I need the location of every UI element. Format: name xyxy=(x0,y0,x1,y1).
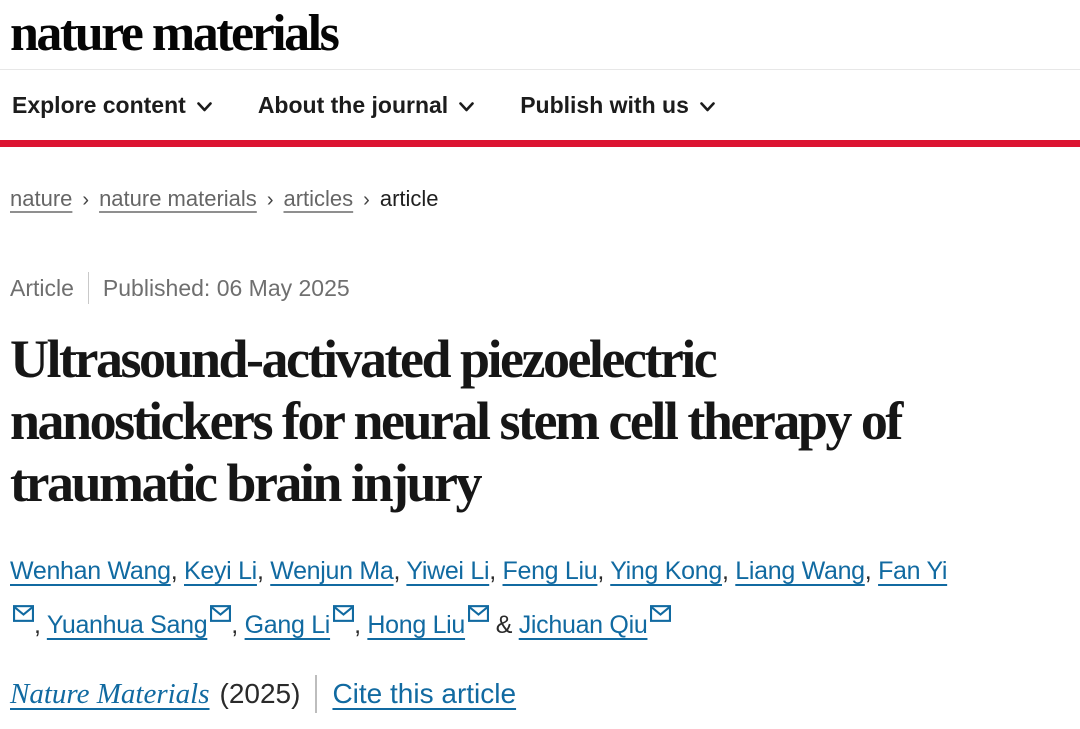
author-link[interactable]: Fan Yi xyxy=(878,557,948,585)
author-separator: , xyxy=(864,557,879,585)
meta-divider xyxy=(87,272,89,304)
author-link[interactable]: Liang Wang xyxy=(735,557,865,585)
author-separator: & xyxy=(489,611,519,639)
article-header-section: nature › nature materials › articles › article… xyxy=(0,185,1080,714)
article-title: Ultrasound-activated piezoelectric nanos… xyxy=(10,328,1070,514)
breadcrumb: nature › nature materials › articles › article xyxy=(10,185,1070,214)
author-link[interactable]: Wenjun Ma xyxy=(270,557,394,585)
envelope-icon[interactable] xyxy=(650,605,672,622)
breadcrumb-item-article: article xyxy=(379,186,439,211)
breadcrumb-item-articles[interactable]: articles xyxy=(283,186,354,211)
author-link[interactable]: Jichuan Qiu xyxy=(518,611,648,639)
author-separator: , xyxy=(489,557,503,585)
chevron-down-icon xyxy=(197,101,212,111)
nav-item-about-the-journal[interactable]: About the journal xyxy=(258,92,474,119)
article-meta: Article Published: 06 May 2025 xyxy=(10,272,1070,304)
author-list: Wenhan Wang, Keyi Li, Wenjun Ma, Yiwei L… xyxy=(10,544,1070,652)
chevron-down-icon xyxy=(459,101,474,111)
envelope-icon[interactable] xyxy=(333,605,355,622)
chevron-down-icon xyxy=(700,101,715,111)
nav-item-label: About the journal xyxy=(257,91,449,118)
breadcrumb-item-nature[interactable]: nature xyxy=(10,186,73,211)
author-separator: , xyxy=(34,611,47,639)
author-link[interactable]: Yuanhua Sang xyxy=(46,611,208,639)
envelope-icon[interactable] xyxy=(12,605,34,622)
main-nav: Explore content About the journal Publish … xyxy=(0,70,1080,140)
brand-red-bar xyxy=(0,140,1080,147)
breadcrumb-separator: › xyxy=(363,189,370,211)
nav-item-label: Publish with us xyxy=(520,91,689,118)
author-link[interactable]: Keyi Li xyxy=(184,557,257,585)
author-link[interactable]: Yiwei Li xyxy=(406,557,490,585)
author-separator: , xyxy=(721,557,736,585)
published-date: Published: 06 May 2025 xyxy=(102,274,350,301)
author-link[interactable]: Wenhan Wang xyxy=(10,557,171,585)
nav-item-label: Explore content xyxy=(12,91,186,118)
author-separator: , xyxy=(231,611,245,639)
title-line-2: nanostickers for neural stem cell therap… xyxy=(10,391,903,451)
author-separator: , xyxy=(170,557,184,585)
author-separator: , xyxy=(393,557,407,585)
cite-this-article-link[interactable]: Cite this article xyxy=(332,678,517,709)
author-link[interactable]: Gang Li xyxy=(244,611,331,639)
title-line-3: traumatic brain injury xyxy=(10,453,482,513)
breadcrumb-separator: › xyxy=(82,189,90,211)
site-header: nature materials xyxy=(0,0,1080,70)
author-link[interactable]: Feng Liu xyxy=(502,557,598,585)
nav-item-explore-content[interactable]: Explore content xyxy=(12,92,212,119)
envelope-icon[interactable] xyxy=(468,605,490,622)
author-link[interactable]: Ying Kong xyxy=(610,557,722,585)
title-line-1: Ultrasound-activated piezoelectric xyxy=(10,329,718,389)
citation-divider xyxy=(315,675,318,713)
envelope-icon[interactable] xyxy=(210,605,232,622)
journal-logo[interactable]: nature materials xyxy=(10,5,340,62)
citation-year: (2025) xyxy=(219,678,301,709)
article-type-label: Article xyxy=(10,274,74,301)
author-separator: , xyxy=(354,611,368,639)
author-link[interactable]: Hong Liu xyxy=(367,611,466,639)
author-separator: , xyxy=(597,557,611,585)
journal-link[interactable]: Nature Materials xyxy=(10,677,210,710)
breadcrumb-separator: › xyxy=(266,189,274,211)
nav-item-publish-with-us[interactable]: Publish with us xyxy=(520,92,715,119)
author-separator: , xyxy=(256,557,271,585)
breadcrumb-item-nature-materials[interactable]: nature materials xyxy=(99,186,257,211)
journal-citation: Nature Materials (2025) Cite this articl… xyxy=(10,674,1070,714)
